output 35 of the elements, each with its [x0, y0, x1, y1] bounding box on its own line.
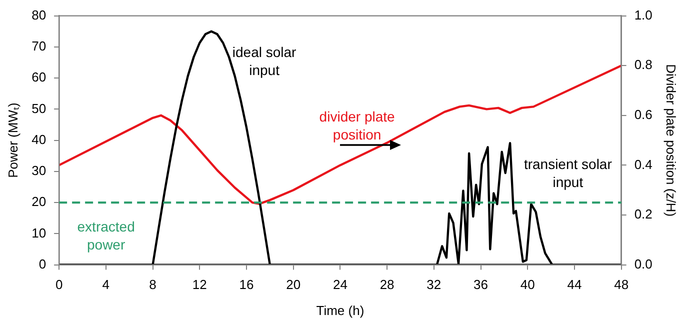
x-tick-label: 32 — [426, 277, 442, 292]
y-tick-label: 80 — [32, 7, 46, 22]
y-tick-label: 30 — [32, 163, 46, 178]
y2-tick-label: 0.0 — [634, 256, 652, 272]
x-tick-label: 24 — [332, 277, 348, 292]
y2-tick-label: 1.0 — [634, 7, 652, 22]
y2-tick-label: 0.8 — [634, 57, 652, 72]
x-tick-label: 16 — [239, 277, 254, 292]
x-tick-label: 48 — [614, 277, 629, 292]
x-tick-label: 40 — [520, 277, 535, 292]
y2-axis-title: Divider plate position (z/H) — [664, 64, 679, 217]
x-tick-label: 8 — [149, 277, 156, 292]
y2-tick-label: 0.4 — [634, 156, 652, 172]
y-tick-label: 70 — [32, 38, 46, 54]
x-tick-label: 28 — [380, 277, 394, 292]
x-tick-label: 44 — [567, 277, 582, 292]
x-axis-title: Time (h) — [316, 302, 364, 318]
y-tick-label: 60 — [32, 70, 46, 85]
y-tick-label: 0 — [38, 256, 46, 272]
series-label: ideal solar input — [232, 44, 297, 78]
x-tick-label: 0 — [55, 277, 63, 292]
series-label: divider plate position — [319, 108, 396, 143]
x-tick-label: 12 — [192, 277, 207, 292]
x-tick-label: 20 — [286, 277, 301, 292]
y2-tick-label: 0.2 — [634, 206, 652, 222]
y2-tick-label: 0.6 — [634, 106, 652, 122]
y-tick-label: 10 — [32, 225, 46, 240]
y-axis-title: Power (MWₜ) — [5, 102, 20, 178]
series-label: transient solar input — [524, 156, 612, 190]
x-tick-label: 36 — [474, 277, 488, 292]
ref-line-label: extracted power — [77, 218, 135, 252]
y-tick-label: 20 — [32, 194, 46, 210]
x-tick-label: 4 — [102, 277, 110, 292]
y-tick-label: 50 — [32, 100, 46, 116]
y-tick-label: 40 — [32, 132, 46, 147]
